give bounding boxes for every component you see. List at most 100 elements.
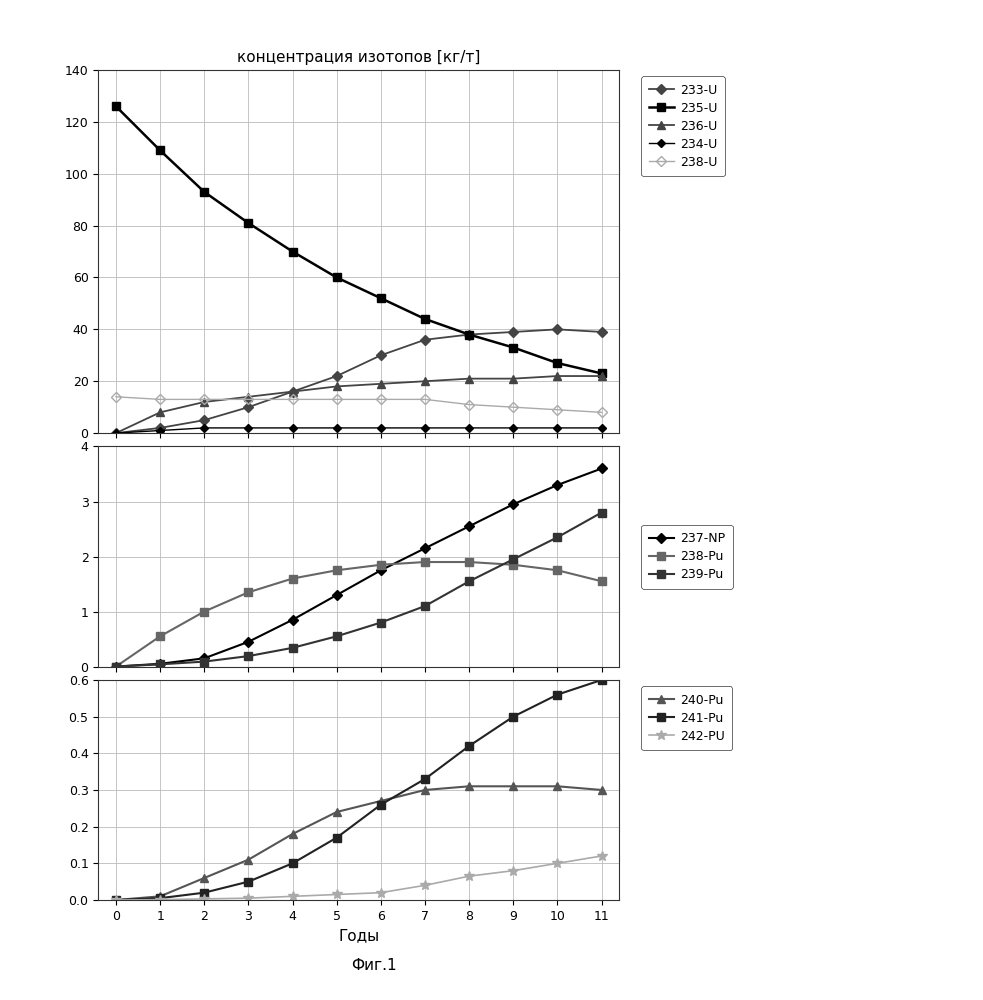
237-NP: [419, 542, 431, 554]
235-U: [110, 100, 122, 112]
236-U: [596, 370, 607, 382]
236-U: [463, 373, 475, 385]
239-Pu: [596, 507, 607, 519]
Line: 241-Pu: 241-Pu: [112, 676, 606, 904]
241-Pu: [331, 832, 343, 844]
235-U: [287, 246, 299, 258]
236-U: [199, 396, 210, 408]
239-Pu: [243, 650, 255, 662]
Legend: 237-NP, 238-Pu, 239-Pu: 237-NP, 238-Pu, 239-Pu: [641, 525, 732, 589]
239-Pu: [375, 617, 386, 629]
241-Pu: [110, 894, 122, 906]
236-U: [110, 427, 122, 439]
241-Pu: [154, 892, 166, 904]
X-axis label: Годы: Годы: [338, 928, 379, 943]
238-U: [463, 399, 475, 411]
242-PU: [154, 894, 166, 906]
238-Pu: [507, 559, 519, 571]
239-Pu: [419, 600, 431, 612]
235-U: [199, 186, 210, 198]
241-Pu: [596, 674, 607, 686]
238-Pu: [331, 564, 343, 576]
240-Pu: [154, 890, 166, 902]
238-Pu: [243, 586, 255, 598]
241-Pu: [287, 857, 299, 869]
Legend: 240-Pu, 241-Pu, 242-PU: 240-Pu, 241-Pu, 242-PU: [641, 686, 732, 750]
Line: 239-Pu: 239-Pu: [112, 508, 606, 671]
Line: 238-Pu: 238-Pu: [112, 558, 606, 671]
238-U: [596, 406, 607, 418]
238-Pu: [287, 573, 299, 585]
236-U: [243, 391, 255, 403]
233-U: [199, 414, 210, 426]
240-Pu: [596, 784, 607, 796]
234-U: [596, 422, 607, 434]
241-Pu: [199, 887, 210, 899]
241-Pu: [419, 773, 431, 785]
236-U: [154, 406, 166, 418]
233-U: [463, 329, 475, 341]
238-Pu: [463, 556, 475, 568]
242-PU: [551, 857, 563, 869]
234-U: [331, 422, 343, 434]
239-Pu: [154, 658, 166, 670]
240-Pu: [419, 784, 431, 796]
234-U: [419, 422, 431, 434]
236-U: [287, 386, 299, 398]
236-U: [507, 373, 519, 385]
234-U: [154, 425, 166, 437]
236-U: [375, 378, 386, 390]
237-NP: [287, 614, 299, 626]
235-U: [154, 144, 166, 156]
240-Pu: [551, 780, 563, 792]
239-Pu: [110, 661, 122, 673]
238-U: [507, 401, 519, 413]
242-PU: [596, 850, 607, 862]
240-Pu: [243, 854, 255, 866]
234-U: [199, 422, 210, 434]
Line: 234-U: 234-U: [113, 425, 605, 436]
242-PU: [243, 892, 255, 904]
240-Pu: [463, 780, 475, 792]
237-NP: [331, 589, 343, 601]
238-U: [199, 393, 210, 405]
233-U: [243, 401, 255, 413]
239-Pu: [331, 630, 343, 642]
242-PU: [331, 888, 343, 900]
237-NP: [154, 658, 166, 670]
235-U: [596, 367, 607, 379]
242-PU: [199, 893, 210, 905]
Legend: 233-U, 235-U, 236-U, 234-U, 238-U: 233-U, 235-U, 236-U, 234-U, 238-U: [641, 76, 724, 176]
233-U: [110, 427, 122, 439]
233-U: [154, 422, 166, 434]
235-U: [243, 217, 255, 229]
240-Pu: [110, 894, 122, 906]
237-NP: [551, 479, 563, 491]
238-Pu: [199, 606, 210, 618]
240-Pu: [199, 872, 210, 884]
236-U: [419, 375, 431, 387]
238-Pu: [375, 559, 386, 571]
234-U: [110, 427, 122, 439]
240-Pu: [507, 780, 519, 792]
237-NP: [463, 520, 475, 532]
242-PU: [419, 879, 431, 891]
233-U: [551, 323, 563, 335]
233-U: [507, 326, 519, 338]
237-NP: [596, 462, 607, 474]
Line: 233-U: 233-U: [112, 326, 606, 437]
242-PU: [507, 865, 519, 877]
Line: 242-PU: 242-PU: [111, 851, 607, 905]
237-NP: [110, 661, 122, 673]
242-PU: [375, 887, 386, 899]
238-Pu: [154, 630, 166, 642]
238-Pu: [419, 556, 431, 568]
238-Pu: [596, 575, 607, 587]
242-PU: [463, 870, 475, 882]
239-Pu: [507, 553, 519, 565]
238-U: [375, 393, 386, 405]
236-U: [331, 380, 343, 392]
241-Pu: [243, 876, 255, 888]
Text: Фиг.1: Фиг.1: [351, 958, 396, 973]
238-U: [287, 393, 299, 405]
